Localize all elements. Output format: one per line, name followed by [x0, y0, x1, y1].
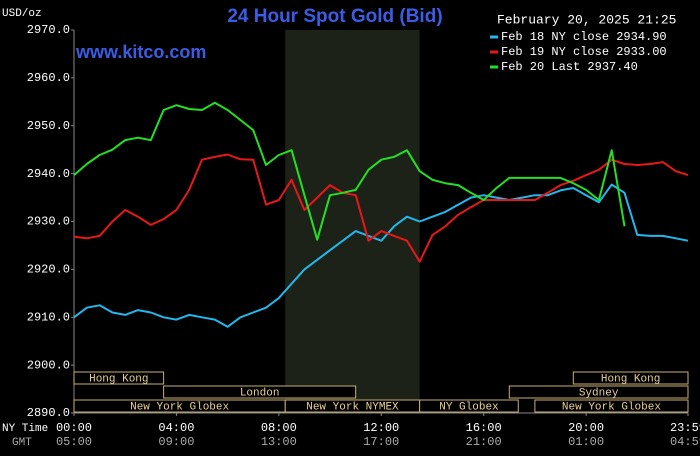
session-bar: [572, 371, 689, 385]
x2-axis-label: GMT: [12, 437, 32, 449]
session-label: New York Globex: [562, 401, 661, 413]
x-tick-label: 20:00: [568, 421, 604, 435]
session-bar: [419, 399, 519, 413]
y-tick-label: 2960.0: [27, 71, 70, 85]
y-tick-label: 2970.0: [27, 23, 70, 37]
chart-title: 24 Hour Spot Gold (Bid): [227, 6, 442, 27]
date: February 20, 2025 21:25: [497, 12, 676, 27]
series-line: [73, 153, 689, 263]
x2-tick-label: 09:00: [158, 435, 194, 449]
y-tick-label: 2930.0: [27, 215, 70, 229]
session-label: New York NYMEX: [306, 401, 399, 413]
session-bar: [73, 371, 165, 385]
session-label: Hong Kong: [601, 373, 660, 385]
legend-label: Feb 19 NY close 2933.00: [501, 45, 667, 59]
session-label: Sydney: [579, 387, 619, 399]
session-label: New York Globex: [130, 401, 229, 413]
y-tick-label: 2900.0: [27, 358, 70, 372]
y-tick-label: 2890.0: [27, 406, 70, 420]
series-line: [73, 183, 689, 328]
y-axis-label: USD/oz: [2, 8, 42, 20]
legend-label: Feb 20 Last 2937.40: [501, 60, 638, 74]
y-tick-label: 2920.0: [27, 263, 70, 277]
session-bar: [163, 385, 357, 399]
y-tick-label: 2950.0: [27, 119, 70, 133]
x-tick-label: 00:00: [56, 421, 92, 435]
x2-tick-label: 05:00: [56, 435, 92, 449]
session-label: Hong Kong: [89, 373, 148, 385]
legend-label: Feb 18 NY close 2934.90: [501, 30, 667, 44]
x2-tick-label: 04:59: [670, 435, 700, 449]
session-shade: [285, 30, 420, 413]
x-axis-label: NY Time: [2, 423, 48, 435]
x-tick-label: 16:00: [466, 421, 502, 435]
session-label: NY Globex: [439, 401, 499, 413]
x2-tick-label: 01:00: [568, 435, 604, 449]
x2-tick-label: 21:00: [466, 435, 502, 449]
x2-tick-label: 17:00: [363, 435, 399, 449]
x-tick-label: 04:00: [158, 421, 194, 435]
source: www.kitco.com: [75, 42, 206, 62]
session-bar: [508, 385, 689, 399]
series-line: [73, 101, 626, 241]
y-tick-label: 2940.0: [27, 167, 70, 181]
y-tick-label: 2910.0: [27, 310, 70, 324]
x-tick-label: 23:59: [670, 421, 700, 435]
session-label: London: [240, 387, 280, 399]
session-bar: [534, 399, 689, 413]
x-tick-label: 12:00: [363, 421, 399, 435]
x2-tick-label: 13:00: [261, 435, 297, 449]
x-tick-label: 08:00: [261, 421, 297, 435]
